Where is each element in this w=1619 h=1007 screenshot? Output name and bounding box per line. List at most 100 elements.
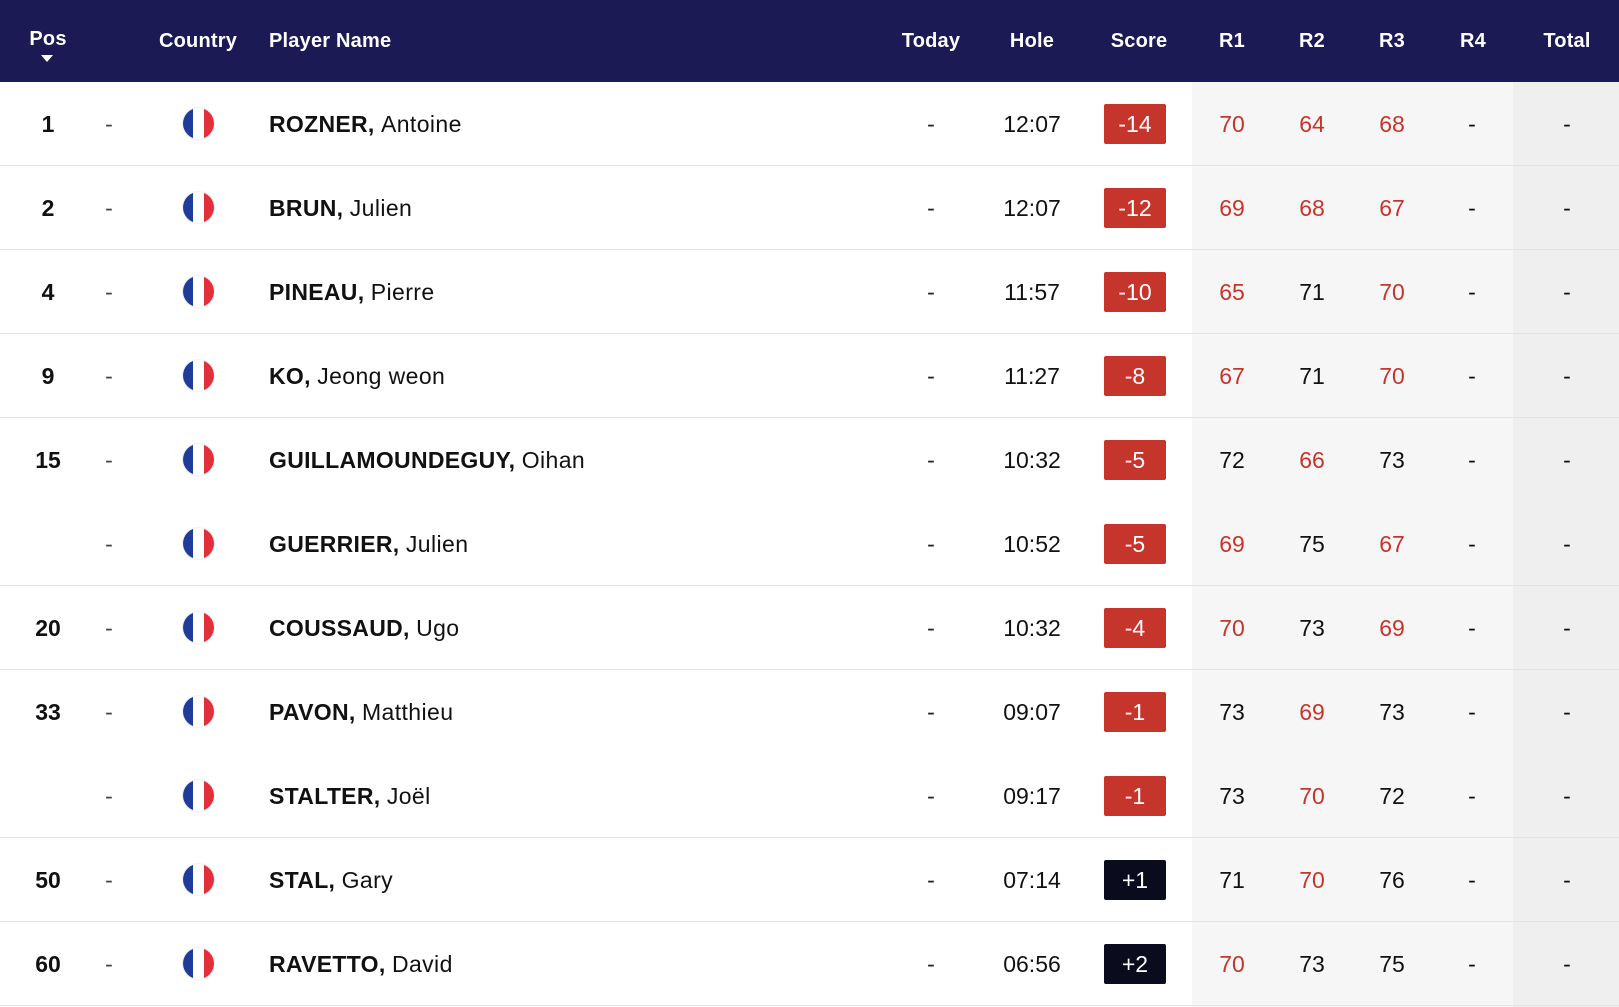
player-last-name: BRUN,: [269, 195, 344, 221]
france-flag-icon: [183, 864, 214, 895]
round-r3-cell: 72: [1379, 783, 1405, 809]
total-cell: -: [1563, 447, 1571, 473]
position-cell: 50: [35, 867, 61, 893]
round-r2-cell: 70: [1299, 867, 1325, 893]
table-row[interactable]: 15 - GUILLAMOUNDEGUY, Oihan - 10:32 -5 72 66 73 -…: [0, 418, 1619, 502]
player-name[interactable]: GUILLAMOUNDEGUY, Oihan: [269, 418, 869, 502]
player-name[interactable]: PINEAU, Pierre: [269, 250, 869, 334]
round-r1-cell: 73: [1219, 699, 1245, 725]
total-column-shading: [1513, 82, 1619, 1007]
header-pos[interactable]: Pos: [20, 0, 76, 82]
player-last-name: PINEAU,: [269, 279, 365, 305]
total-cell: -: [1563, 195, 1571, 221]
round-r4-cell: -: [1468, 279, 1476, 305]
header-r4[interactable]: R4: [1460, 30, 1486, 52]
france-flag-icon: [183, 108, 214, 139]
sort-down-icon[interactable]: [41, 55, 53, 62]
header-total[interactable]: Total: [1543, 30, 1591, 52]
player-name[interactable]: RAVETTO, David: [269, 922, 869, 1006]
table-row[interactable]: 50 - STAL, Gary - 07:14 +1 71 70 76 - -: [0, 838, 1619, 922]
table-row[interactable]: 60 - RAVETTO, David - 06:56 +2 70 73 75 - -: [0, 922, 1619, 1006]
round-r2-cell: 71: [1299, 363, 1325, 389]
header-today[interactable]: Today: [901, 30, 961, 52]
round-r2-cell: 71: [1299, 279, 1325, 305]
hole-time-cell: 10:32: [1003, 447, 1061, 473]
round-r4-cell: -: [1468, 615, 1476, 641]
header-hole[interactable]: Hole: [1009, 30, 1055, 52]
player-name[interactable]: COUSSAUD, Ugo: [269, 586, 869, 670]
table-row[interactable]: 20 - COUSSAUD, Ugo - 10:32 -4 70 73 69 - -: [0, 586, 1619, 670]
round-r1-cell: 71: [1219, 867, 1245, 893]
header-r3[interactable]: R3: [1379, 30, 1405, 52]
position-cell: [20, 754, 76, 838]
hole-time-cell: 09:07: [1003, 699, 1061, 725]
player-name[interactable]: STALTER, Joël: [269, 754, 869, 838]
player-last-name: KO,: [269, 363, 311, 389]
player-name[interactable]: BRUN, Julien: [269, 166, 869, 250]
round-r4-cell: -: [1468, 699, 1476, 725]
table-row[interactable]: 4 - PINEAU, Pierre - 11:57 -10 65 71 70 - -: [0, 250, 1619, 334]
player-first-name: Gary: [341, 867, 394, 893]
movement-cell: -: [105, 615, 113, 641]
round-r1-cell: 70: [1219, 951, 1245, 977]
hole-time-cell: 11:57: [1004, 279, 1060, 305]
movement-cell: -: [105, 279, 113, 305]
round-r3-cell: 73: [1379, 699, 1405, 725]
round-r3-cell: 68: [1379, 111, 1405, 137]
france-flag-icon: [183, 612, 214, 643]
player-first-name: Julien: [405, 531, 469, 557]
movement-cell: -: [105, 867, 113, 893]
total-cell: -: [1563, 699, 1571, 725]
player-last-name: PAVON,: [269, 699, 356, 725]
france-flag-icon: [183, 780, 214, 811]
today-cell: -: [927, 699, 935, 725]
header-player-name[interactable]: Player Name: [269, 30, 392, 52]
header-r1[interactable]: R1: [1219, 30, 1245, 52]
header-country[interactable]: Country: [158, 30, 238, 52]
score-badge: -10: [1104, 272, 1166, 312]
player-name[interactable]: ROZNER, Antoine: [269, 82, 869, 166]
position-cell: 60: [35, 951, 61, 977]
score-badge: -1: [1104, 692, 1166, 732]
movement-cell: -: [105, 699, 113, 725]
position-cell: 9: [41, 363, 55, 389]
movement-cell: -: [105, 531, 113, 557]
round-r3-cell: 70: [1379, 363, 1405, 389]
total-cell: -: [1563, 615, 1571, 641]
table-row[interactable]: 33 - PAVON, Matthieu - 09:07 -1 73 69 73 - -: [0, 670, 1619, 754]
france-flag-icon: [183, 696, 214, 727]
table-row[interactable]: - GUERRIER, Julien - 10:52 -5 69 75 67 - -: [0, 502, 1619, 586]
round-r1-cell: 73: [1219, 783, 1245, 809]
player-name[interactable]: GUERRIER, Julien: [269, 502, 869, 586]
player-name[interactable]: PAVON, Matthieu: [269, 670, 869, 754]
today-cell: -: [927, 363, 935, 389]
score-badge: -12: [1104, 188, 1166, 228]
header-pos-label: Pos: [29, 28, 67, 50]
table-row[interactable]: 9 - KO, Jeong weon - 11:27 -8 67 71 70 - -: [0, 334, 1619, 418]
score-badge: -5: [1104, 524, 1166, 564]
round-r4-cell: -: [1468, 951, 1476, 977]
today-cell: -: [927, 111, 935, 137]
header-score[interactable]: Score: [1110, 30, 1168, 52]
round-r3-cell: 67: [1379, 531, 1405, 557]
table-row[interactable]: 2 - BRUN, Julien - 12:07 -12 69 68 67 - -: [0, 166, 1619, 250]
position-cell: 20: [35, 615, 61, 641]
player-name[interactable]: STAL, Gary: [269, 838, 869, 922]
round-r3-cell: 75: [1379, 951, 1405, 977]
today-cell: -: [927, 867, 935, 893]
player-name[interactable]: KO, Jeong weon: [269, 334, 869, 418]
round-r4-cell: -: [1468, 111, 1476, 137]
table-row[interactable]: - STALTER, Joël - 09:17 -1 73 70 72 - -: [0, 754, 1619, 838]
score-badge: -14: [1104, 104, 1166, 144]
position-cell: 1: [41, 111, 55, 137]
round-r1-cell: 70: [1219, 111, 1245, 137]
header-r2[interactable]: R2: [1299, 30, 1325, 52]
round-r2-cell: 75: [1299, 531, 1325, 557]
player-first-name: Antoine: [381, 111, 462, 137]
leaderboard-rows: 1- ROZNER, Antoine -12:07 -14 70 64 68- -2- BRUN…: [0, 82, 1619, 1006]
today-cell: -: [927, 615, 935, 641]
table-row[interactable]: 1 - ROZNER, Antoine - 12:07 -14 70 64 68 - -: [0, 82, 1619, 166]
movement-cell: -: [105, 363, 113, 389]
total-cell: -: [1563, 951, 1571, 977]
